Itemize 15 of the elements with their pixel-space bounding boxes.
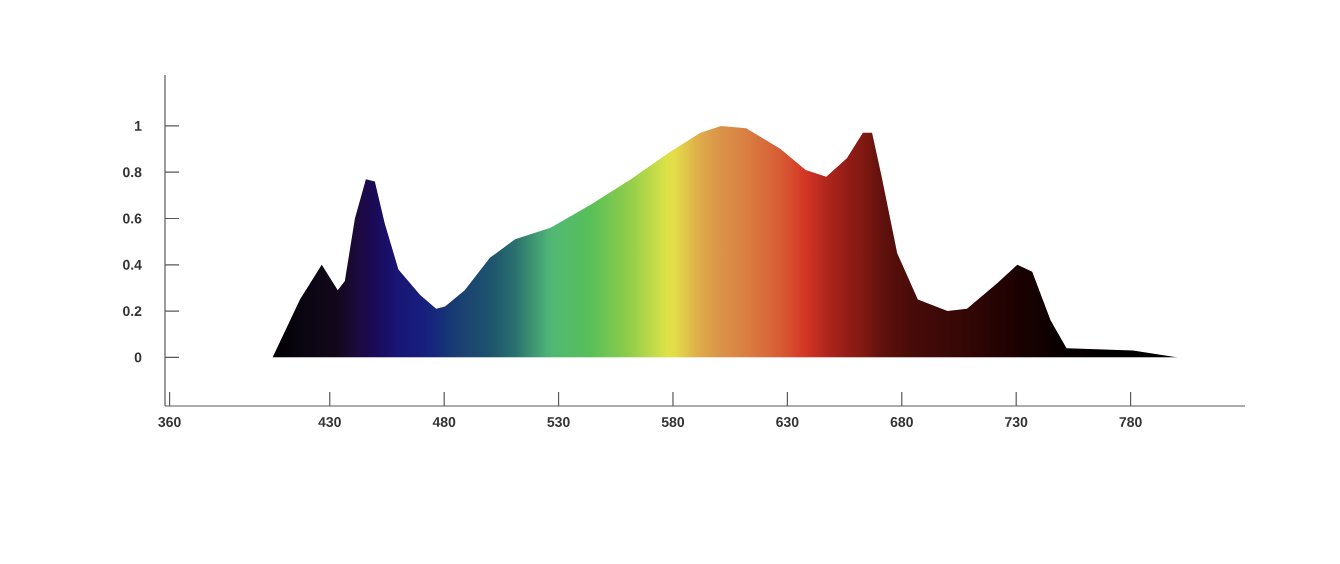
x-tick-label: 730 xyxy=(1005,417,1028,427)
y-tick-label: 0 xyxy=(134,352,142,363)
y-tick-label: 0.6 xyxy=(123,213,142,224)
y-tick-label: 0.4 xyxy=(123,259,142,270)
x-tick-label: 480 xyxy=(432,417,456,427)
y-tick-label: 0.2 xyxy=(123,306,142,317)
x-tick-label: 630 xyxy=(776,417,799,427)
x-tick-label: 680 xyxy=(890,417,913,427)
y-tick-label: 0.8 xyxy=(123,167,142,178)
x-tick-label: 430 xyxy=(318,417,341,427)
x-tick-label: 530 xyxy=(547,417,570,427)
x-tick-label: 780 xyxy=(1119,417,1142,427)
y-tick-label: 1 xyxy=(135,121,142,131)
x-tick-label: 580 xyxy=(661,417,685,427)
x-tick-label: 360 xyxy=(158,417,181,427)
